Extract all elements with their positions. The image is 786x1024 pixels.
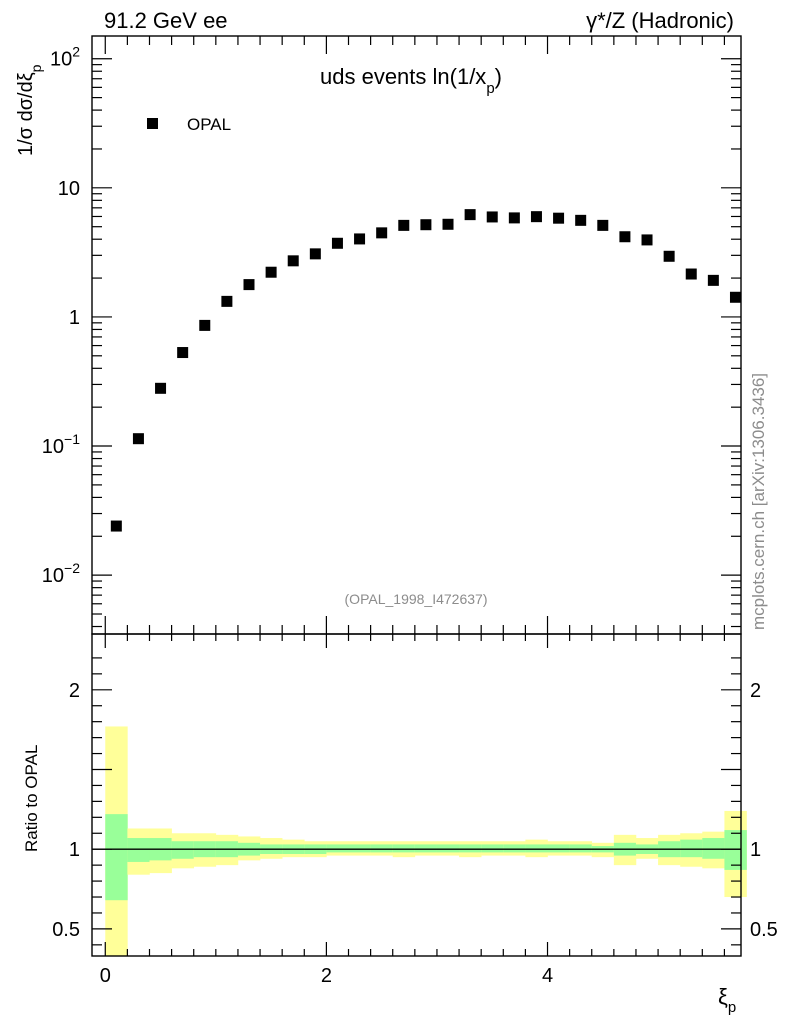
data-point — [155, 382, 167, 394]
data-point — [199, 319, 211, 331]
x-axis-label: ξp — [718, 984, 736, 1016]
main-y-axis-label: 1/σ dσ/dξp — [15, 64, 44, 156]
data-point — [597, 219, 609, 231]
ratio-y-tick-label-left: 1 — [69, 839, 80, 861]
data-point — [464, 209, 476, 221]
data-point — [553, 212, 565, 224]
ratio-plot-frame — [91, 633, 742, 957]
data-point — [331, 237, 343, 249]
side-reference-text: mcplots.cern.ch [arXiv:1306.3436] — [749, 373, 768, 630]
ratio-y-tick-label-left: 2 — [69, 680, 80, 702]
header-left-label: 91.2 GeV ee — [104, 8, 228, 33]
ratio-bands — [105, 726, 747, 956]
main-y-tick-label: 10 — [58, 178, 80, 200]
plot-title: uds events ln(1/xp) — [320, 64, 502, 97]
data-point — [132, 433, 144, 445]
data-point — [265, 266, 277, 278]
main-y-tick-label: 10−1 — [42, 431, 80, 458]
main-y-tick-label: 10−2 — [42, 560, 80, 587]
main-data-markers — [110, 209, 741, 532]
ratio-inner-band-bin — [348, 844, 371, 853]
data-point — [641, 234, 653, 246]
ratio-inner-band-bin — [326, 844, 349, 853]
ratio-y-tick-label-right: 2 — [750, 680, 761, 702]
ratio-inner-band-bin — [569, 844, 593, 853]
analysis-reference-label: (OPAL_1998_I472637) — [345, 591, 488, 607]
ratio-inner-band-bin — [414, 844, 438, 853]
ratio-inner-band-bin — [436, 844, 460, 853]
data-point — [575, 214, 587, 226]
data-point — [685, 268, 697, 280]
ratio-y-axis-label: Ratio to OPAL — [22, 745, 41, 852]
ratio-inner-band-bin — [392, 844, 416, 853]
legend-marker-opal — [147, 118, 158, 129]
ratio-inner-band-bin — [459, 844, 482, 853]
data-point — [619, 231, 631, 243]
data-point — [177, 347, 189, 359]
ratio-inner-band-bin — [680, 839, 703, 858]
data-point — [398, 219, 410, 231]
ratio-inner-band-bin — [702, 838, 725, 859]
main-y-tick-label: 102 — [50, 44, 80, 71]
data-point — [729, 291, 741, 303]
data-point — [287, 255, 299, 267]
main-y-tick-label: 1 — [69, 307, 80, 329]
header-right-label: γ*/Z (Hadronic) — [586, 8, 734, 33]
ratio-inner-band-bin — [503, 844, 526, 853]
legend-label-opal: OPAL — [187, 115, 231, 134]
axis-tick-labels: 102 10 1 10−1 10−2 0 2 4 2 2 1 1 0.5 0.5 — [42, 44, 778, 987]
x-tick-label: 4 — [542, 965, 553, 987]
data-point — [309, 248, 321, 260]
data-point — [420, 219, 432, 231]
ratio-inner-band-bin — [370, 844, 394, 853]
data-point — [530, 211, 542, 223]
ratio-inner-band-bin — [127, 838, 150, 862]
ratio-y-tick-label-left: 0.5 — [52, 919, 80, 941]
x-tick-label: 2 — [321, 965, 332, 987]
ratio-inner-band-bin — [724, 830, 747, 870]
x-tick-label: 0 — [100, 965, 111, 987]
data-point — [663, 250, 675, 262]
data-point — [707, 274, 719, 286]
ratio-inner-band-bin — [481, 844, 504, 853]
legend: OPAL — [147, 115, 231, 134]
ratio-inner-band-bin — [105, 814, 128, 901]
ratio-y-tick-label-right: 1 — [750, 839, 761, 861]
data-point — [508, 212, 520, 224]
data-point — [243, 279, 255, 291]
ratio-inner-band-bin — [547, 844, 570, 853]
axis-ticks — [92, 36, 741, 956]
data-point — [221, 295, 233, 307]
ratio-inner-band-bin — [171, 841, 195, 859]
data-point — [376, 227, 388, 239]
data-point — [354, 233, 366, 245]
data-point — [110, 520, 122, 532]
data-point — [486, 211, 498, 223]
data-point — [442, 218, 454, 230]
ratio-y-tick-label-right: 0.5 — [750, 919, 778, 941]
ratio-inner-band-bin — [525, 844, 548, 853]
